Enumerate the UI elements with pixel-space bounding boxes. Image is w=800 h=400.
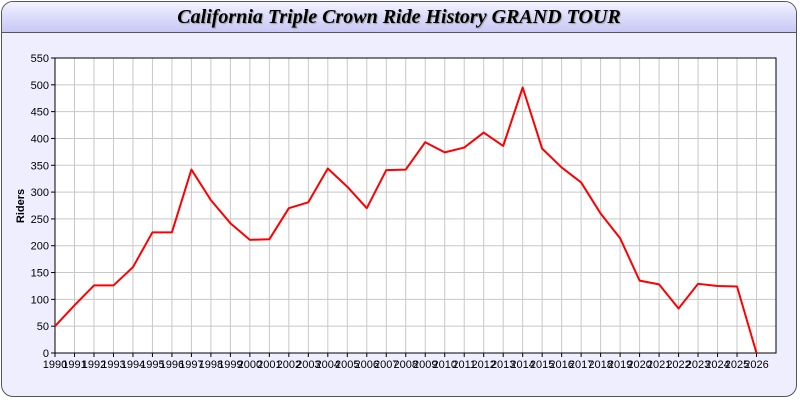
y-tick-label: 350 [31,160,49,172]
y-tick-label: 450 [31,107,49,119]
x-tick-label: 1992 [82,359,106,371]
x-tick-label: 2000 [238,359,262,371]
x-tick-label: 2008 [394,359,418,371]
x-tick-label: 1990 [43,359,67,371]
plot-border [54,57,777,354]
plot-area [55,58,776,353]
chart-header: California Triple Crown Ride History GRA… [2,2,796,33]
x-tick-label: 2020 [627,359,651,371]
x-tick-label: 1998 [199,359,223,371]
x-tick-label: 1997 [179,359,203,371]
y-tick-label: 100 [31,294,49,306]
x-tick-label: 1999 [218,359,242,371]
x-tick-label: 2011 [452,359,476,371]
x-tick-label: 2021 [647,359,671,371]
x-tick-label: 2002 [277,359,301,371]
x-tick-label: 1994 [121,359,145,371]
x-tick-label: 2017 [569,359,593,371]
x-tick-label: 2023 [686,359,710,371]
y-tick-label: 300 [31,187,49,199]
x-tick-label: 2022 [666,359,690,371]
x-tick-label: 2009 [413,359,437,371]
x-tick-label: 2016 [549,359,573,371]
x-tick-label: 2014 [510,359,534,371]
x-tick-label: 2007 [374,359,398,371]
x-tick-label: 1993 [101,359,125,371]
x-tick-label: 2012 [471,359,495,371]
x-tick-label: 2004 [316,359,340,371]
y-tick-label: 200 [31,241,49,253]
x-tick-label: 2025 [725,359,749,371]
y-tick-label: 250 [31,214,49,226]
y-tick-label: 500 [31,80,49,92]
x-tick-label: 2013 [491,359,515,371]
x-tick-label: 2005 [335,359,359,371]
x-tick-label: 2003 [296,359,320,371]
y-tick-label: 150 [31,268,49,280]
chart-title: California Triple Crown Ride History GRA… [177,6,621,28]
x-tick-label: 2010 [432,359,456,371]
y-axis-label: Riders [15,189,27,223]
x-tick-label: 1995 [140,359,164,371]
x-tick-label: 2018 [588,359,612,371]
x-tick-label: 2026 [744,359,768,371]
x-tick-label: 2006 [355,359,379,371]
x-tick-label: 1991 [62,359,86,371]
x-tick-label: 2015 [530,359,554,371]
y-tick-label: 0 [43,348,49,360]
y-tick-label: 50 [37,321,49,333]
x-tick-label: 2001 [257,359,281,371]
x-tick-label: 2019 [608,359,632,371]
x-tick-label: 2024 [705,359,729,371]
y-tick-label: 550 [31,53,49,65]
x-tick-label: 1996 [160,359,184,371]
y-tick-label: 400 [31,133,49,145]
